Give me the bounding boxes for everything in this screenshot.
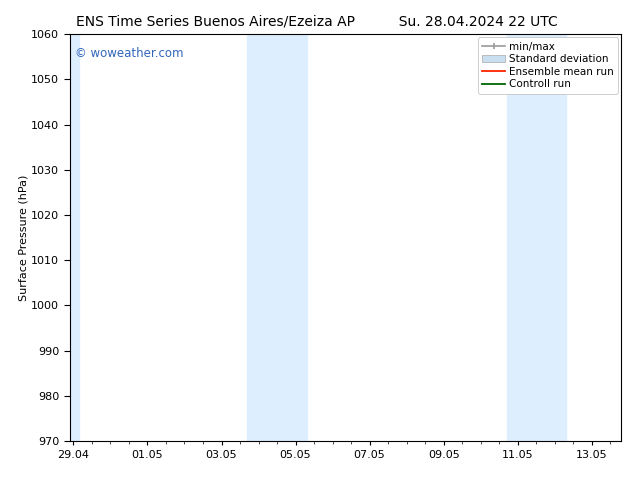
Bar [507, 34, 566, 441]
Legend: min/max, Standard deviation, Ensemble mean run, Controll run: min/max, Standard deviation, Ensemble me… [478, 37, 618, 94]
Text: ENS Time Series Buenos Aires/Ezeiza AP          Su. 28.04.2024 22 UTC: ENS Time Series Buenos Aires/Ezeiza AP S… [76, 15, 558, 29]
Text: © woweather.com: © woweather.com [75, 47, 184, 59]
Bar [70, 34, 79, 441]
Bar [247, 34, 307, 441]
Y-axis label: Surface Pressure (hPa): Surface Pressure (hPa) [18, 174, 29, 301]
